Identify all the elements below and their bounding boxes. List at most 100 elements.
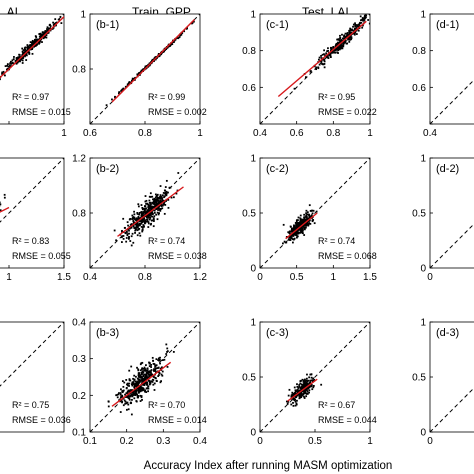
data-point xyxy=(153,363,156,365)
data-point xyxy=(373,4,375,6)
panel-b-1: (b-1) R² = 0.99 RMSE = 0.002 0.6 0.8 1 0.8 1 xyxy=(72,10,207,140)
data-point xyxy=(118,92,120,95)
data-point xyxy=(135,381,138,384)
data-point xyxy=(147,206,150,208)
data-point xyxy=(354,22,356,25)
y-tick-label: 1 xyxy=(250,154,256,165)
data-point xyxy=(336,46,339,49)
data-point xyxy=(137,381,140,384)
panel-frame xyxy=(429,157,474,269)
data-point xyxy=(118,91,121,93)
data-point xyxy=(25,59,28,61)
data-point xyxy=(13,56,15,58)
data-point xyxy=(48,27,51,30)
data-point xyxy=(304,76,307,79)
data-point xyxy=(323,66,326,69)
y-tick-label: 0.5 xyxy=(242,209,256,220)
data-point xyxy=(9,62,12,65)
data-point xyxy=(135,224,138,227)
data-point xyxy=(140,395,143,397)
data-point xyxy=(134,390,137,393)
data-point xyxy=(161,194,164,197)
data-point xyxy=(300,226,303,229)
data-point xyxy=(160,196,163,199)
rmse-text: RMSE = 0.044 xyxy=(318,415,377,425)
data-point xyxy=(297,229,300,231)
data-point xyxy=(10,62,13,65)
data-point xyxy=(142,224,145,227)
data-point xyxy=(152,379,155,381)
x-tick-label: 0.5 xyxy=(308,436,322,447)
data-point xyxy=(150,208,153,210)
data-point xyxy=(138,378,141,381)
data-point xyxy=(294,400,297,403)
x-tick-label: 1 xyxy=(197,128,203,139)
data-point xyxy=(26,44,29,46)
data-point xyxy=(141,378,143,381)
data-point xyxy=(306,211,309,214)
data-point xyxy=(152,198,154,201)
data-point xyxy=(321,62,323,65)
data-point xyxy=(158,54,161,57)
data-point xyxy=(132,377,134,380)
data-point xyxy=(145,211,148,213)
data-point xyxy=(25,52,28,55)
data-point xyxy=(18,57,20,60)
data-point xyxy=(318,63,321,66)
data-point xyxy=(317,66,320,69)
data-point xyxy=(186,27,188,29)
data-point xyxy=(44,30,47,32)
data-point xyxy=(346,32,349,34)
data-point xyxy=(136,229,139,232)
data-point xyxy=(150,380,153,383)
data-point xyxy=(347,33,350,36)
data-point xyxy=(297,219,299,222)
data-point xyxy=(141,367,144,370)
data-point xyxy=(28,46,31,49)
data-point xyxy=(139,379,142,382)
data-point xyxy=(140,213,143,216)
data-point xyxy=(153,197,156,200)
data-point xyxy=(308,204,311,207)
data-point xyxy=(308,391,310,394)
data-point xyxy=(285,400,288,403)
data-point xyxy=(350,36,353,38)
data-point xyxy=(135,217,138,220)
data-point xyxy=(296,235,299,238)
data-point xyxy=(161,359,164,362)
one-to-one-line xyxy=(0,322,64,387)
data-point xyxy=(139,394,142,397)
data-point xyxy=(124,232,127,235)
panel-d-3: (d-3) 00 0.5 1 xyxy=(412,318,474,447)
data-point xyxy=(340,42,343,45)
data-point xyxy=(155,194,158,197)
data-point xyxy=(323,53,325,56)
data-point xyxy=(164,189,166,192)
data-point xyxy=(156,193,159,196)
data-point xyxy=(132,225,135,228)
data-point xyxy=(297,223,300,226)
data-point xyxy=(292,228,295,231)
data-point xyxy=(39,40,42,42)
data-point xyxy=(32,41,34,44)
data-point xyxy=(290,395,293,398)
data-point xyxy=(161,207,164,210)
data-point xyxy=(136,383,139,386)
data-point xyxy=(31,42,33,45)
data-point xyxy=(137,390,140,393)
data-point xyxy=(323,60,326,63)
data-point xyxy=(291,227,294,230)
data-point xyxy=(176,37,178,39)
data-point xyxy=(41,41,43,43)
data-point xyxy=(162,199,165,202)
data-point xyxy=(121,88,124,91)
data-point xyxy=(131,384,134,387)
y-tick-label: 0 xyxy=(250,428,256,439)
data-point xyxy=(304,389,307,392)
y-tick-label: 0 xyxy=(420,264,426,275)
data-point xyxy=(363,19,366,21)
data-point xyxy=(137,203,140,206)
data-point xyxy=(157,201,160,204)
data-point xyxy=(192,20,195,23)
data-point xyxy=(111,98,113,101)
